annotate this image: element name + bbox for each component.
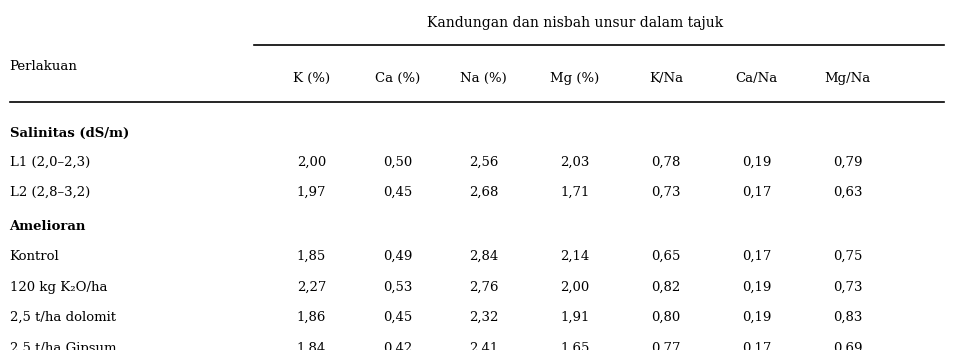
- Text: Mg/Na: Mg/Na: [825, 72, 871, 85]
- Text: 2,84: 2,84: [469, 250, 498, 263]
- Text: 0,82: 0,82: [651, 281, 680, 294]
- Text: 0,83: 0,83: [833, 311, 862, 324]
- Text: 2,32: 2,32: [469, 311, 498, 324]
- Text: 2,03: 2,03: [560, 156, 589, 169]
- Text: 1,84: 1,84: [297, 342, 326, 350]
- Text: 0,73: 0,73: [651, 186, 680, 199]
- Text: 0,19: 0,19: [742, 156, 771, 169]
- Text: 0,53: 0,53: [383, 281, 412, 294]
- Text: L1 (2,0–2,3): L1 (2,0–2,3): [10, 156, 90, 169]
- Text: 120 kg K₂O/ha: 120 kg K₂O/ha: [10, 281, 107, 294]
- Text: 1,97: 1,97: [297, 186, 326, 199]
- Text: 2,27: 2,27: [297, 281, 326, 294]
- Text: Kandungan dan nisbah unsur dalam tajuk: Kandungan dan nisbah unsur dalam tajuk: [426, 16, 723, 30]
- Text: 0,45: 0,45: [383, 186, 412, 199]
- Text: L2 (2,8–3,2): L2 (2,8–3,2): [10, 186, 90, 199]
- Text: Na (%): Na (%): [461, 72, 507, 85]
- Text: 1,85: 1,85: [297, 250, 326, 263]
- Text: 0,69: 0,69: [833, 342, 862, 350]
- Text: 0,45: 0,45: [383, 311, 412, 324]
- Text: 0,19: 0,19: [742, 311, 771, 324]
- Text: Amelioran: Amelioran: [10, 220, 86, 233]
- Text: 2,68: 2,68: [469, 186, 498, 199]
- Text: 2,14: 2,14: [560, 250, 589, 263]
- Text: 0,17: 0,17: [742, 342, 771, 350]
- Text: 1,71: 1,71: [560, 186, 589, 199]
- Text: 0,17: 0,17: [742, 250, 771, 263]
- Text: 0,42: 0,42: [383, 342, 412, 350]
- Text: 0,63: 0,63: [833, 186, 862, 199]
- Text: 2,00: 2,00: [297, 156, 326, 169]
- Text: 0,80: 0,80: [651, 311, 680, 324]
- Text: 2,41: 2,41: [469, 342, 498, 350]
- Text: 2,00: 2,00: [560, 281, 589, 294]
- Text: Kontrol: Kontrol: [10, 250, 59, 263]
- Text: 0,50: 0,50: [383, 156, 412, 169]
- Text: Ca/Na: Ca/Na: [736, 72, 778, 85]
- Text: Perlakuan: Perlakuan: [10, 60, 78, 72]
- Text: Salinitas (dS/m): Salinitas (dS/m): [10, 127, 128, 140]
- Text: 2,56: 2,56: [469, 156, 498, 169]
- Text: 0,73: 0,73: [833, 281, 862, 294]
- Text: Mg (%): Mg (%): [550, 72, 600, 85]
- Text: 0,19: 0,19: [742, 281, 771, 294]
- Text: 2,76: 2,76: [469, 281, 498, 294]
- Text: K/Na: K/Na: [649, 72, 683, 85]
- Text: 1,91: 1,91: [560, 311, 589, 324]
- Text: 1,86: 1,86: [297, 311, 326, 324]
- Text: 0,77: 0,77: [651, 342, 680, 350]
- Text: 2,5 t/ha dolomit: 2,5 t/ha dolomit: [10, 311, 116, 324]
- Text: 0,49: 0,49: [383, 250, 412, 263]
- Text: 1,65: 1,65: [560, 342, 589, 350]
- Text: 0,17: 0,17: [742, 186, 771, 199]
- Text: 0,78: 0,78: [651, 156, 680, 169]
- Text: Ca (%): Ca (%): [375, 72, 421, 85]
- Text: 2,5 t/ha Gipsum: 2,5 t/ha Gipsum: [10, 342, 116, 350]
- Text: 0,65: 0,65: [651, 250, 680, 263]
- Text: 0,75: 0,75: [833, 250, 862, 263]
- Text: 0,79: 0,79: [833, 156, 862, 169]
- Text: K (%): K (%): [293, 72, 330, 85]
